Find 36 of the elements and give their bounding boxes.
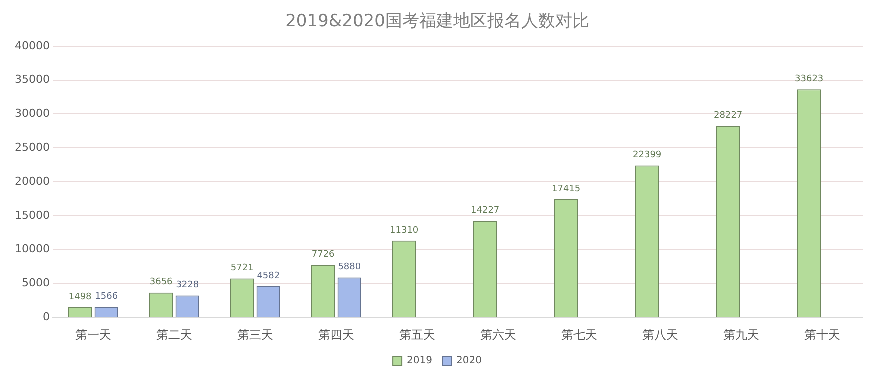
data-label: 5721 xyxy=(230,264,254,274)
y-tick-label: 15000 xyxy=(14,208,50,222)
data-label: 28227 xyxy=(714,111,743,122)
data-label: 1566 xyxy=(95,292,118,302)
data-label: 11310 xyxy=(390,226,419,236)
data-label: 5880 xyxy=(338,262,362,273)
x-tick-label: 第二天 xyxy=(156,328,192,342)
data-label: 4582 xyxy=(257,271,280,282)
data-label: 33623 xyxy=(795,74,824,84)
y-tick-label: 30000 xyxy=(14,107,50,120)
data-label: 3228 xyxy=(176,280,200,291)
x-tick-label: 第四天 xyxy=(318,328,354,342)
y-tick-label: 20000 xyxy=(14,174,50,188)
data-label: 1498 xyxy=(68,292,92,302)
data-label: 3656 xyxy=(150,278,174,288)
y-tick-label: 5000 xyxy=(22,276,50,290)
x-tick-label: 第一天 xyxy=(75,328,112,342)
chart-title: 2019&2020国考福建地区报名人数对比 xyxy=(286,12,590,32)
x-tick-label: 第八天 xyxy=(642,328,678,342)
legend-label: 2020 xyxy=(456,356,482,367)
y-tick-label: 10000 xyxy=(14,242,50,256)
y-tick-label: 25000 xyxy=(14,140,50,154)
x-tick-label: 第六天 xyxy=(480,328,516,342)
data-label: 14227 xyxy=(471,206,500,216)
x-tick-label: 第五天 xyxy=(399,328,436,342)
x-tick-label: 第九天 xyxy=(724,328,760,342)
y-tick-label: 0 xyxy=(42,310,50,324)
data-label: 22399 xyxy=(633,150,662,161)
x-tick-label: 第三天 xyxy=(237,328,274,342)
legend-label: 2019 xyxy=(407,356,433,367)
data-label: 7726 xyxy=(312,250,336,260)
y-tick-label: 35000 xyxy=(14,73,50,86)
x-tick-label: 第七天 xyxy=(561,328,598,342)
x-tick-label: 第十天 xyxy=(804,328,840,342)
data-label: 17415 xyxy=(552,184,581,194)
y-tick-label: 40000 xyxy=(14,39,50,52)
